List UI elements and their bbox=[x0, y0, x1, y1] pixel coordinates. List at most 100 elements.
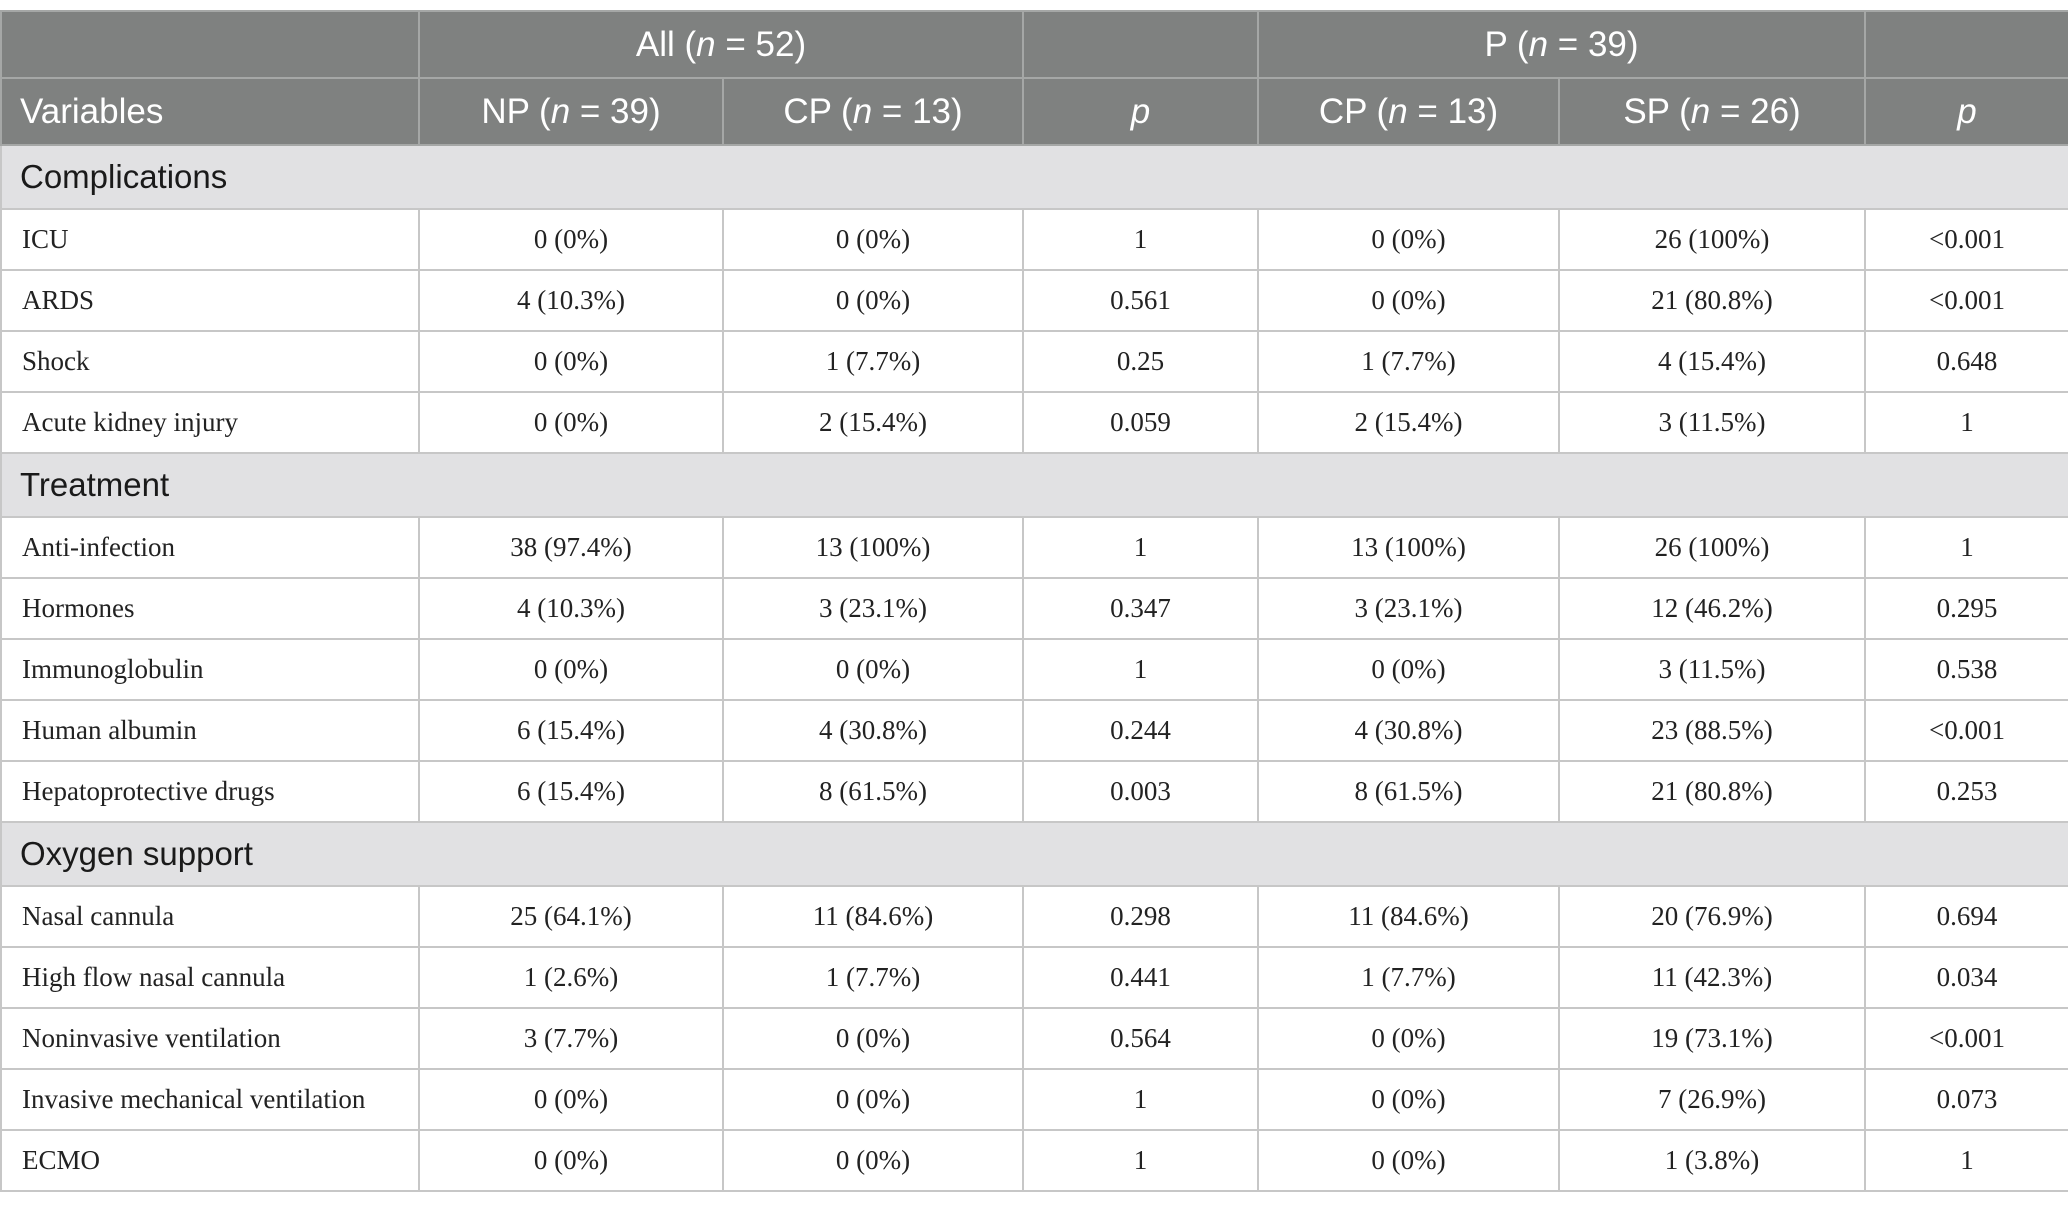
count-cell: 13 (100%) bbox=[721, 516, 1025, 579]
p-value-cell: <0.001 bbox=[1864, 269, 2068, 332]
table-row: Anti-infection 38 (97.4%) 13 (100%) 1 13 (10… bbox=[0, 516, 2068, 579]
count-cell: 0 (0%) bbox=[1257, 1068, 1561, 1131]
table-row: Immunoglobulin 0 (0%) 0 (0%) 1 0 (0%) 3 (11.5… bbox=[0, 638, 2068, 701]
p-value-cell: 1 bbox=[1864, 1129, 2068, 1192]
count-cell: 4 (10.3%) bbox=[418, 269, 724, 332]
p-value-cell: 0.25 bbox=[1022, 330, 1260, 393]
count-cell: 0 (0%) bbox=[418, 391, 724, 454]
p-value-cell: <0.001 bbox=[1864, 699, 2068, 762]
p-value-cell: 1 bbox=[1864, 391, 2068, 454]
count-cell: 0 (0%) bbox=[418, 638, 724, 701]
p-value-cell: 0.295 bbox=[1864, 577, 2068, 640]
header-np: NP (n = 39) bbox=[418, 77, 724, 146]
count-cell: 3 (11.5%) bbox=[1558, 638, 1867, 701]
p-value-cell: 0.441 bbox=[1022, 946, 1260, 1009]
header-cp-p-suffix: = 13) bbox=[1407, 91, 1499, 131]
table-row: Nasal cannula 25 (64.1%) 11 (84.6%) 0.298 11… bbox=[0, 885, 2068, 948]
variable-label: Acute kidney injury bbox=[0, 391, 420, 454]
count-cell: 11 (84.6%) bbox=[721, 885, 1025, 948]
count-cell: 0 (0%) bbox=[418, 1068, 724, 1131]
section-row: Oxygen support bbox=[0, 821, 2068, 887]
count-cell: 38 (97.4%) bbox=[418, 516, 724, 579]
header-group-all-prefix: All ( bbox=[635, 24, 697, 64]
count-cell: 25 (64.1%) bbox=[418, 885, 724, 948]
count-cell: 26 (100%) bbox=[1558, 208, 1867, 271]
header-sp-n: n bbox=[1690, 91, 1711, 131]
variable-label: Noninvasive ventilation bbox=[0, 1007, 420, 1070]
count-cell: 4 (10.3%) bbox=[418, 577, 724, 640]
header-group-p-prefix: P ( bbox=[1484, 24, 1529, 64]
p-value-cell: 0.648 bbox=[1864, 330, 2068, 393]
header-empty-cell bbox=[1022, 10, 1260, 79]
header-empty-cell bbox=[1864, 10, 2068, 79]
count-cell: 21 (80.8%) bbox=[1558, 269, 1867, 332]
count-cell: 0 (0%) bbox=[721, 638, 1025, 701]
table-header: All (n = 52) P (n = 39) Variables NP (n … bbox=[0, 10, 2068, 146]
count-cell: 3 (11.5%) bbox=[1558, 391, 1867, 454]
section-row: Complications bbox=[0, 144, 2068, 210]
count-cell: 0 (0%) bbox=[721, 208, 1025, 271]
header-group-row: All (n = 52) P (n = 39) bbox=[0, 10, 2068, 79]
header-cp-p: CP (n = 13) bbox=[1257, 77, 1561, 146]
count-cell: 11 (42.3%) bbox=[1558, 946, 1867, 1009]
p-value-cell: 0.564 bbox=[1022, 1007, 1260, 1070]
header-cp-all-prefix: CP ( bbox=[783, 91, 853, 131]
header-cp-all: CP (n = 13) bbox=[721, 77, 1025, 146]
header-cp-all-suffix: = 13) bbox=[872, 91, 963, 131]
table-row: Noninvasive ventilation 3 (7.7%) 0 (0%) 0.5… bbox=[0, 1007, 2068, 1070]
variable-label: Invasive mechanical ventilation bbox=[0, 1068, 420, 1131]
count-cell: 4 (30.8%) bbox=[721, 699, 1025, 762]
count-cell: 7 (26.9%) bbox=[1558, 1068, 1867, 1131]
count-cell: 1 (7.7%) bbox=[721, 946, 1025, 1009]
count-cell: 0 (0%) bbox=[418, 1129, 724, 1192]
count-cell: 0 (0%) bbox=[1257, 269, 1561, 332]
p-value-cell: 0.073 bbox=[1864, 1068, 2068, 1131]
header-group-p-suffix: = 39) bbox=[1548, 24, 1639, 64]
variable-label: High flow nasal cannula bbox=[0, 946, 420, 1009]
count-cell: 1 (2.6%) bbox=[418, 946, 724, 1009]
section-title: Oxygen support bbox=[0, 821, 2068, 887]
p-value-cell: 1 bbox=[1022, 208, 1260, 271]
header-p-value-p: p bbox=[1864, 77, 2068, 146]
count-cell: 0 (0%) bbox=[418, 330, 724, 393]
p-value-cell: 0.059 bbox=[1022, 391, 1260, 454]
variable-label: Anti-infection bbox=[0, 516, 420, 579]
p-value-cell: 1 bbox=[1022, 1068, 1260, 1131]
count-cell: 0 (0%) bbox=[1257, 1007, 1561, 1070]
count-cell: 12 (46.2%) bbox=[1558, 577, 1867, 640]
count-cell: 4 (15.4%) bbox=[1558, 330, 1867, 393]
count-cell: 0 (0%) bbox=[721, 1007, 1025, 1070]
count-cell: 1 (3.8%) bbox=[1558, 1129, 1867, 1192]
header-cp-p-prefix: CP ( bbox=[1318, 91, 1389, 131]
header-group-p: P (n = 39) bbox=[1257, 10, 1867, 79]
count-cell: 6 (15.4%) bbox=[418, 760, 724, 823]
header-variables: Variables bbox=[0, 77, 420, 146]
header-column-row: Variables NP (n = 39) CP (n = 13) p CP (… bbox=[0, 77, 2068, 146]
p-value-cell: <0.001 bbox=[1864, 1007, 2068, 1070]
header-sp-prefix: SP ( bbox=[1623, 91, 1691, 131]
table-row: High flow nasal cannula 1 (2.6%) 1 (7.7%) 0… bbox=[0, 946, 2068, 1009]
p-value-cell: 1 bbox=[1022, 1129, 1260, 1192]
count-cell: 0 (0%) bbox=[1257, 638, 1561, 701]
count-cell: 19 (73.1%) bbox=[1558, 1007, 1867, 1070]
count-cell: 8 (61.5%) bbox=[1257, 760, 1561, 823]
variable-label: Immunoglobulin bbox=[0, 638, 420, 701]
p-value-cell: <0.001 bbox=[1864, 208, 2068, 271]
header-group-p-n: n bbox=[1528, 24, 1549, 64]
count-cell: 3 (7.7%) bbox=[418, 1007, 724, 1070]
count-cell: 21 (80.8%) bbox=[1558, 760, 1867, 823]
results-table: All (n = 52) P (n = 39) Variables NP (n … bbox=[0, 10, 2068, 1192]
count-cell: 0 (0%) bbox=[1257, 208, 1561, 271]
count-cell: 1 (7.7%) bbox=[1257, 330, 1561, 393]
count-cell: 2 (15.4%) bbox=[1257, 391, 1561, 454]
p-value-cell: 0.538 bbox=[1864, 638, 2068, 701]
table-body: Complications ICU 0 (0%) 0 (0%) 1 0 (0%) 26 (1… bbox=[0, 144, 2068, 1192]
p-value-cell: 0.347 bbox=[1022, 577, 1260, 640]
p-value-cell: 1 bbox=[1022, 516, 1260, 579]
table-row: Hepatoprotective drugs 6 (15.4%) 8 (61.5%)… bbox=[0, 760, 2068, 823]
p-value-cell: 1 bbox=[1864, 516, 2068, 579]
count-cell: 20 (76.9%) bbox=[1558, 885, 1867, 948]
table-row: Shock 0 (0%) 1 (7.7%) 0.25 1 (7.7%) 4 (15.4%)… bbox=[0, 330, 2068, 393]
header-np-n: n bbox=[550, 91, 571, 131]
table-row: Acute kidney injury 0 (0%) 2 (15.4%) 0.059 2… bbox=[0, 391, 2068, 454]
